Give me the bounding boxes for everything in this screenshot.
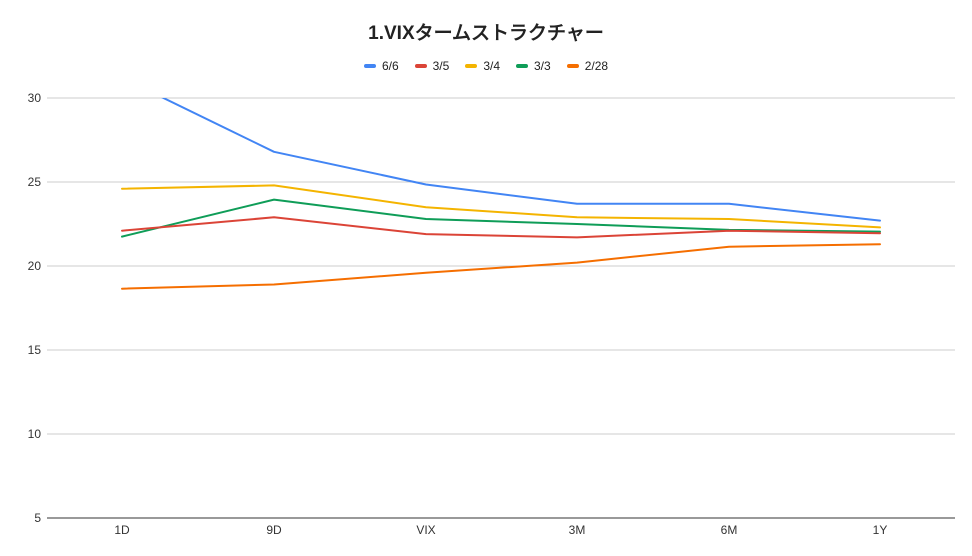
series-line-2-28 [121, 243, 881, 290]
series-line-6-6 [161, 98, 881, 222]
legend-label: 3/4 [483, 59, 500, 73]
x-tick-label: VIX [416, 523, 435, 537]
legend-item: 6/6 [363, 59, 399, 73]
series-line-3-4 [121, 184, 881, 229]
y-tick-label: 5 [34, 511, 41, 525]
legend-label: 2/28 [584, 59, 609, 73]
x-tick-label: 1Y [873, 523, 888, 537]
legend-swatch [516, 64, 528, 68]
legend-item: 3/3 [516, 59, 551, 73]
legend-label: 3/5 [432, 59, 450, 73]
legend-label: 6/6 [381, 59, 399, 73]
y-tick-label: 15 [28, 343, 42, 357]
legend-swatch [414, 64, 427, 68]
y-tick-label: 30 [28, 91, 42, 105]
y-tick-label: 10 [28, 427, 42, 441]
x-tick-label: 3M [569, 523, 586, 537]
y-tick-label: 20 [28, 259, 42, 273]
x-tick-label: 6M [721, 523, 738, 537]
legend-swatch [363, 64, 376, 68]
legend-swatch [465, 64, 478, 68]
legend-item: 2/28 [566, 59, 609, 73]
x-tick-label: 9D [266, 523, 282, 537]
legend-label: 3/3 [534, 59, 551, 73]
x-tick-label: 1D [114, 523, 130, 537]
series-group [121, 98, 881, 290]
chart-legend: 6/6 3/5 3/4 3/3 2/28 [0, 59, 972, 73]
legend-item: 3/4 [465, 59, 500, 73]
legend-swatch [566, 64, 579, 68]
chart-title: 1.VIXタームストラクチャー [368, 23, 604, 44]
legend-item: 3/5 [414, 59, 450, 73]
series-line-3-5 [121, 216, 881, 239]
y-tick-label: 25 [28, 175, 42, 189]
